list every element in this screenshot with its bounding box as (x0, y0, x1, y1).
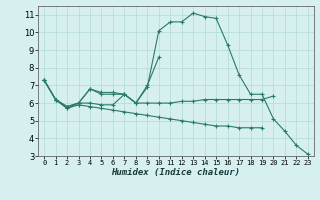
X-axis label: Humidex (Indice chaleur): Humidex (Indice chaleur) (111, 168, 241, 177)
